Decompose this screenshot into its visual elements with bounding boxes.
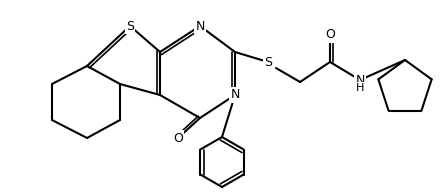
- Text: S: S: [126, 19, 134, 32]
- Text: S: S: [264, 56, 272, 69]
- Text: O: O: [173, 131, 183, 145]
- Text: N: N: [230, 89, 240, 102]
- Text: H: H: [356, 83, 364, 93]
- Text: N: N: [355, 74, 365, 86]
- Text: N: N: [195, 19, 205, 32]
- Text: O: O: [325, 29, 335, 41]
